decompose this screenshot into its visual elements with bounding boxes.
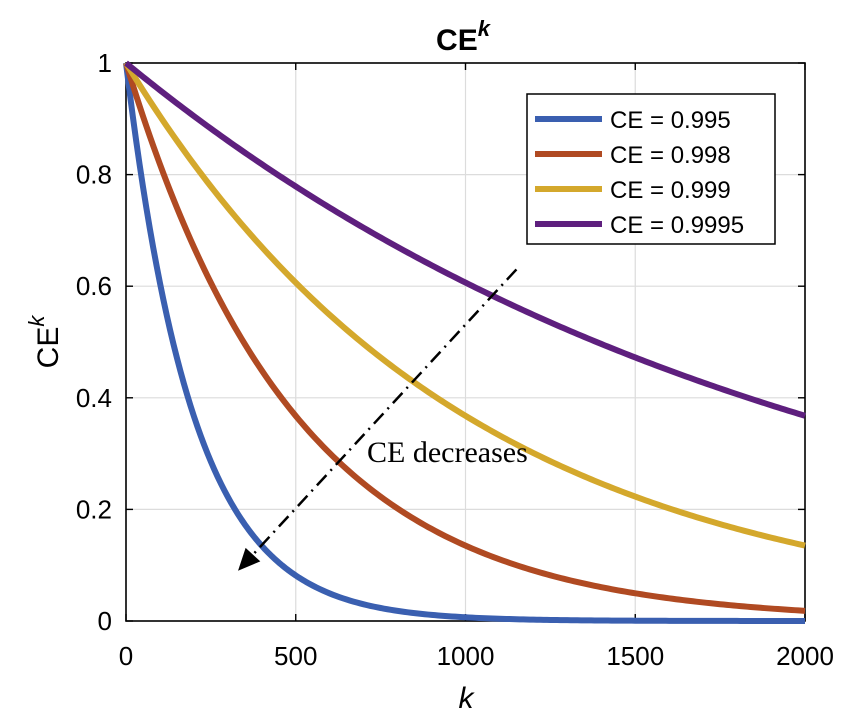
chart-title-base: CE (436, 24, 478, 57)
x-tick-label: 1000 (437, 641, 495, 671)
x-tick-label: 1500 (606, 641, 664, 671)
y-tick-label: 0.4 (76, 383, 112, 413)
annotation-arrowhead (238, 547, 261, 571)
series-line-4 (124, 60, 806, 419)
x-axis-label: k (459, 682, 476, 715)
annotation-arrow (252, 268, 518, 556)
y-tick-label: 0 (98, 606, 112, 636)
series-line-2 (123, 62, 806, 614)
x-tick-label: 2000 (776, 641, 834, 671)
legend-entry: CE = 0.999 (610, 177, 731, 204)
y-axis-label-base: CE (32, 327, 65, 369)
series-line-3 (123, 61, 806, 549)
legend: CE = 0.995 CE = 0.998 CE = 0.999 CE = 0.999… (526, 93, 776, 245)
y-axis-label: CEk (24, 315, 65, 369)
ticks: 0 500 1000 1500 2000 0 0.2 0.4 0.6 0.8 1 (76, 48, 834, 671)
series-line-1 (123, 62, 806, 624)
chart-title-superscript: k (478, 16, 492, 41)
x-tick-label: 500 (274, 641, 317, 671)
annotation-text: CE decreases (367, 436, 528, 469)
x-tick-label: 0 (119, 641, 133, 671)
y-tick-label: 0.2 (76, 494, 112, 524)
legend-entry: CE = 0.9995 (610, 212, 744, 239)
y-tick-label: 0.8 (76, 160, 112, 190)
chart-title: CEk (436, 16, 492, 57)
legend-entry: CE = 0.995 (610, 107, 731, 134)
y-tick-label: 0.6 (76, 271, 112, 301)
legend-entry: CE = 0.998 (610, 142, 731, 169)
y-axis-label-superscript: k (24, 315, 49, 327)
series-group (123, 60, 806, 624)
y-tick-label: 1 (98, 48, 112, 78)
